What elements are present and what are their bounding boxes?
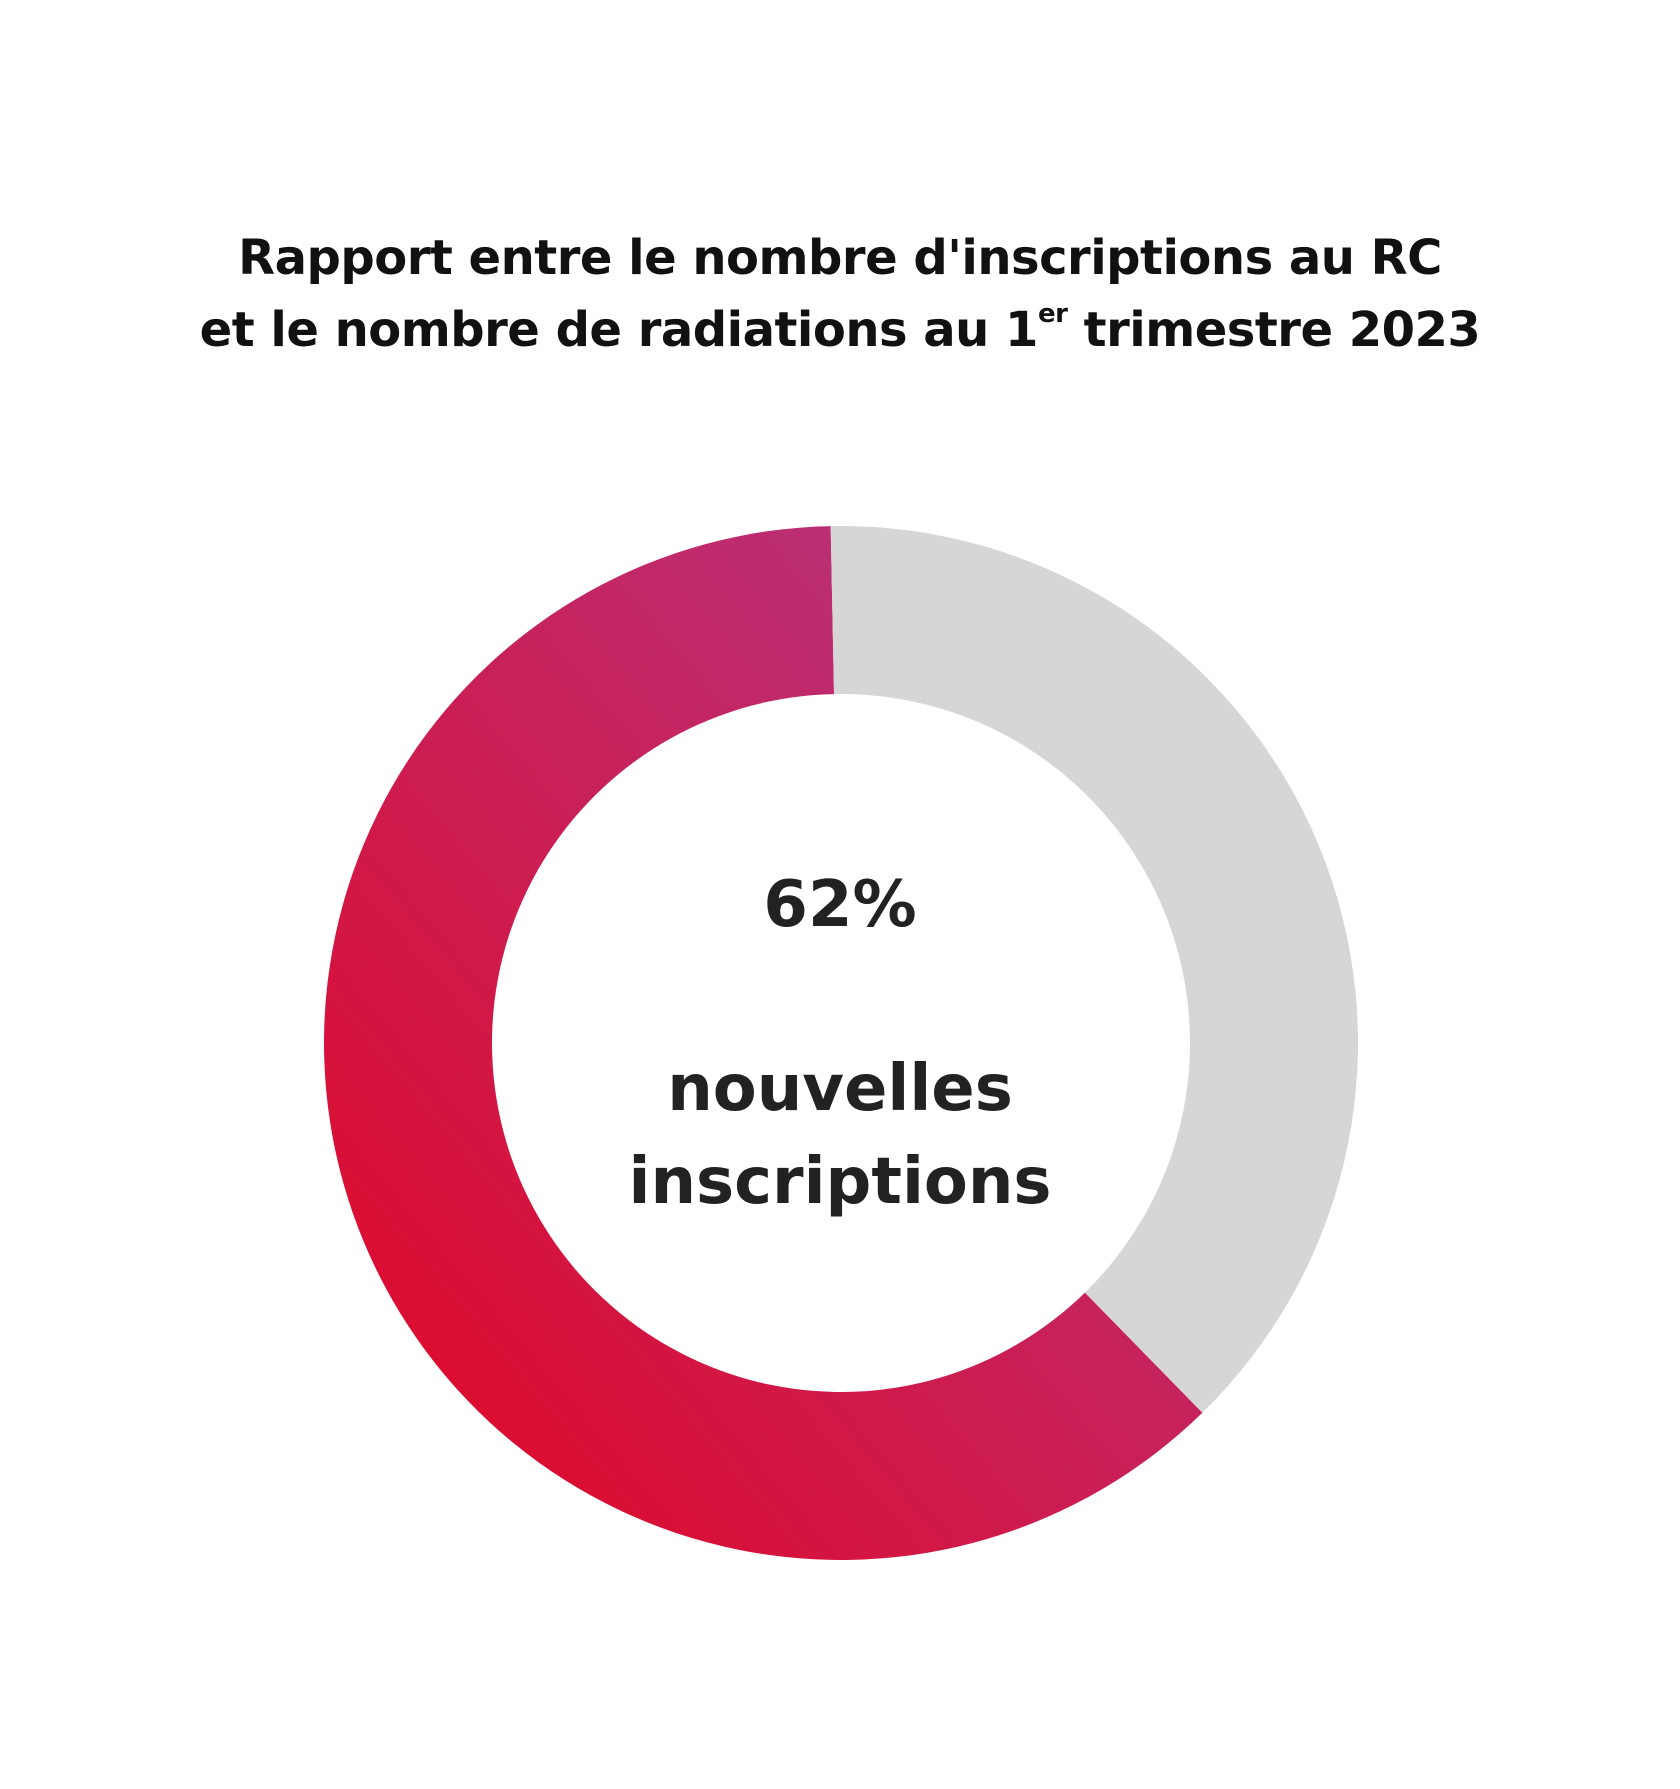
chart-title: Rapport entre le nombre d'inscriptions a… <box>0 222 1680 366</box>
title-line-2: et le nombre de radiations au 1er trimes… <box>199 299 1481 358</box>
title-line-1: Rapport entre le nombre d'inscriptions a… <box>238 230 1442 286</box>
center-label-line-1: nouvelles <box>667 1052 1013 1126</box>
center-value: 62% <box>763 868 917 942</box>
center-label-line-2: inscriptions <box>628 1145 1052 1219</box>
slice-nouvelles-inscriptions <box>323 526 1203 1560</box>
slice-radiations <box>830 526 1358 1413</box>
